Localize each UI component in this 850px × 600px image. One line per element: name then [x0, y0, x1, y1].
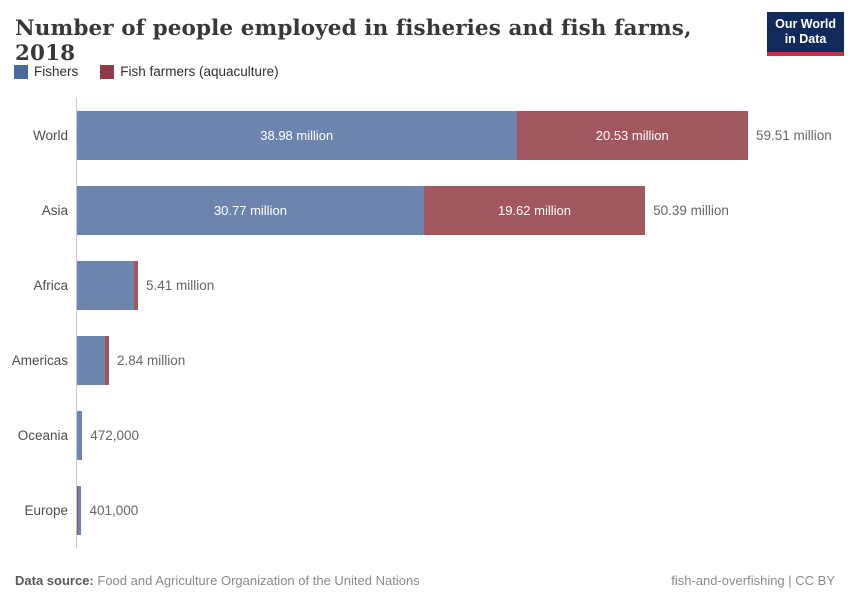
legend-label-farmers: Fish farmers (aquaculture) — [120, 64, 279, 79]
data-source-value: Food and Agriculture Organization of the… — [97, 573, 420, 588]
total-label-africa: 5.41 million — [146, 278, 215, 293]
bar-row-europe: Europe 401,000 — [0, 473, 850, 548]
farmers-segment-world-value-label: 20.53 million — [595, 128, 669, 143]
bar-track: 2.84 million — [77, 336, 185, 385]
legend-item-fishers[interactable]: Fishers — [14, 64, 78, 79]
page-title: Number of people employed in fisheries a… — [15, 16, 692, 66]
fishers-segment-americas[interactable] — [77, 336, 105, 385]
bar-track: 472,000 — [77, 411, 139, 460]
legend-item-farmers[interactable]: Fish farmers (aquaculture) — [100, 64, 279, 79]
owid-logo-line1: Our World — [775, 17, 836, 31]
total-label-europe: 401,000 — [89, 503, 139, 518]
total-label-oceania: 472,000 — [90, 428, 139, 443]
fishers-segment-world[interactable]: 38.98 million — [77, 111, 517, 160]
farmers-segment-asia[interactable]: 19.62 million — [423, 186, 646, 235]
farmers-segment-americas[interactable] — [104, 336, 109, 385]
fishers-segment-africa[interactable] — [77, 261, 134, 310]
category-label-europe: Europe — [24, 503, 68, 518]
bar-row-asia: Asia 30.77 million 19.62 million 50.39 mill… — [0, 173, 850, 248]
farmers-swatch-icon — [100, 64, 115, 79]
fishers-segment-asia-value-label: 30.77 million — [213, 203, 287, 218]
bar-row-americas: Americas 2.84 million — [0, 323, 850, 398]
total-label-asia: 50.39 million — [653, 203, 729, 218]
fishers-segment-world-value-label: 38.98 million — [260, 128, 334, 143]
fishers-segment-oceania[interactable] — [77, 411, 83, 460]
category-label-asia: Asia — [41, 203, 68, 218]
bar-row-oceania: Oceania 472,000 — [0, 398, 850, 473]
fishers-swatch-icon — [14, 64, 28, 79]
farmers-segment-asia-value-label: 19.62 million — [497, 203, 571, 218]
farmers-segment-world[interactable]: 20.53 million — [516, 111, 748, 160]
bar-chart: World 38.98 million 20.53 million 59.51 mil… — [0, 98, 850, 548]
data-source-label: Data source: — [15, 573, 94, 588]
bar-row-world: World 38.98 million 20.53 million 59.51 mil… — [0, 98, 850, 173]
category-label-world: World — [32, 128, 68, 143]
y-axis-line — [76, 98, 77, 548]
bar-track: 30.77 million 19.62 million 50.39 million — [77, 186, 729, 235]
total-label-americas: 2.84 million — [116, 353, 186, 368]
bar-track: 5.41 million — [77, 261, 214, 310]
total-label-world: 59.51 million — [756, 128, 832, 143]
bar-track: 401,000 — [77, 486, 138, 535]
footer: Data source: Food and Agriculture Organi… — [15, 573, 835, 588]
data-source: Data source: Food and Agriculture Organi… — [15, 573, 420, 588]
farmers-segment-europe[interactable] — [77, 486, 79, 535]
license-note[interactable]: fish-and-overfishing | CC BY — [671, 573, 835, 588]
category-label-africa: Africa — [33, 278, 68, 293]
bar-row-africa: Africa 5.41 million — [0, 248, 850, 323]
owid-logo-line2: in Data — [784, 32, 827, 47]
fishers-segment-europe[interactable] — [78, 486, 82, 535]
owid-logo[interactable]: Our World in Data — [767, 12, 844, 56]
farmers-segment-africa[interactable] — [133, 261, 138, 310]
bar-track: 38.98 million 20.53 million 59.51 million — [77, 111, 832, 160]
legend: Fishers Fish farmers (aquaculture) — [14, 64, 279, 79]
legend-label-fishers: Fishers — [34, 64, 79, 79]
fishers-segment-asia[interactable]: 30.77 million — [77, 186, 424, 235]
category-label-oceania: Oceania — [17, 428, 68, 443]
category-label-americas: Americas — [11, 353, 68, 368]
